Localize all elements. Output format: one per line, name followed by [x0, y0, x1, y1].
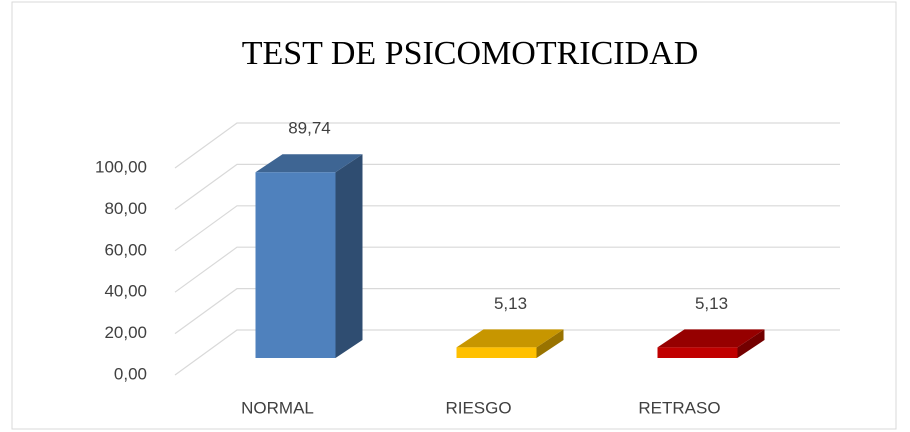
- bar-front: [255, 172, 336, 358]
- x-tick-label: RETRASO: [638, 398, 720, 417]
- bar-top: [255, 154, 363, 173]
- bar: [255, 154, 363, 358]
- chart-border: [11, 1, 897, 430]
- data-label: 5,13: [494, 294, 527, 313]
- y-tick-label: 60,00: [104, 240, 147, 259]
- grid-line: [174, 246, 840, 293]
- y-tick-label: 20,00: [104, 323, 147, 342]
- bar-top: [456, 329, 564, 348]
- chart-title: TEST DE PSICOMOTRICIDAD: [242, 35, 699, 72]
- bar: [456, 329, 564, 358]
- bar: [657, 329, 765, 358]
- bar-side: [536, 329, 564, 358]
- grid-line: [174, 329, 840, 376]
- data-label: 89,74: [288, 119, 331, 138]
- y-tick-label: 100,00: [95, 157, 147, 176]
- y-tick-label: 40,00: [104, 282, 147, 301]
- grid-line: [174, 122, 840, 169]
- data-label: 5,13: [695, 294, 728, 313]
- bar-side: [737, 329, 765, 358]
- bar-front: [657, 347, 738, 358]
- x-tick-label: RIESGO: [445, 398, 511, 417]
- bar-side: [335, 154, 363, 358]
- y-tick-label: 0,00: [114, 364, 147, 383]
- bar-top: [657, 329, 765, 348]
- grid-line: [174, 205, 840, 252]
- x-tick-label: NORMAL: [241, 398, 314, 417]
- bar-front: [456, 347, 537, 358]
- grid-line: [174, 288, 840, 335]
- y-tick-label: 80,00: [104, 199, 147, 218]
- grid-line: [174, 163, 840, 210]
